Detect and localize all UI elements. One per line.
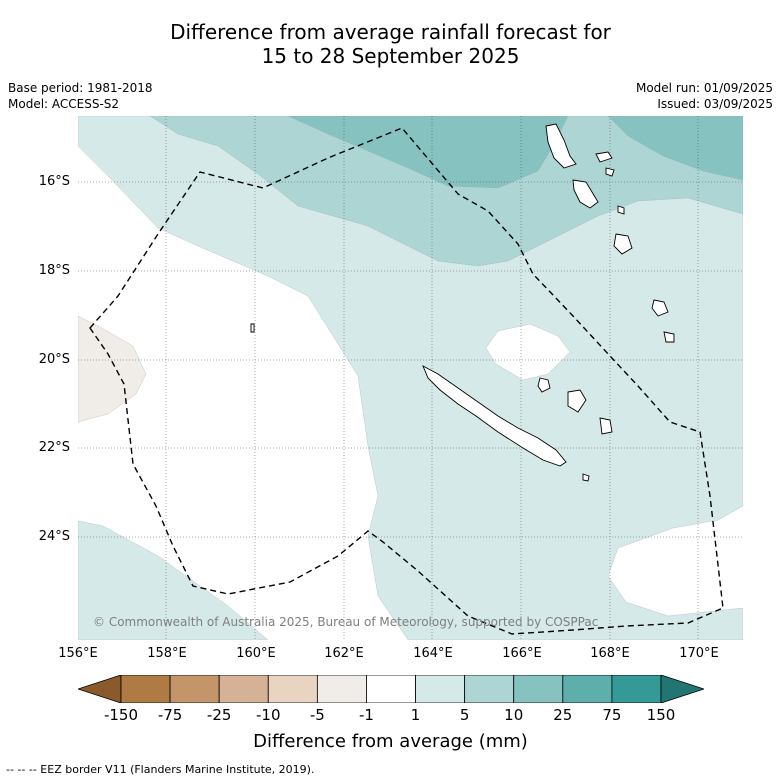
- colorbar-block: [218, 675, 269, 703]
- colorbar-block: [120, 675, 171, 703]
- base-period-text: Base period: 1981-2018: [8, 81, 153, 95]
- colorbar-block: [366, 675, 416, 703]
- lon-label-164e: 164°E: [413, 646, 453, 661]
- colorbar-tick-label: 150: [646, 706, 676, 724]
- colorbar-tick-label: 5: [459, 706, 470, 724]
- lon-label-166e: 166°E: [502, 646, 542, 661]
- loyalty-island-3: [599, 417, 613, 435]
- loyalty-island-1: [537, 377, 551, 393]
- contour-light-teal: [78, 116, 743, 640]
- eez-legend-note: -- -- -- EEZ border V11 (Flanders Marine…: [6, 763, 315, 776]
- vanuatu-island-7: [617, 205, 625, 215]
- lat-label-16s: 16°S: [38, 174, 70, 189]
- lat-label-24s: 24°S: [38, 529, 70, 544]
- colorbar-tick-label: -25: [206, 706, 232, 724]
- colorbar-tick-label: -1: [358, 706, 374, 724]
- colorbar-block: [611, 675, 662, 703]
- lon-label-170e: 170°E: [679, 646, 719, 661]
- contour-teal-east: [607, 116, 743, 181]
- title-line-2: 15 to 28 September 2025: [261, 44, 520, 68]
- colorbar: [78, 675, 704, 703]
- contour-medium-teal: [149, 116, 743, 267]
- map-title: Difference from average rainfall forecas…: [0, 20, 781, 68]
- vanuatu-malakula: [572, 179, 599, 209]
- lon-label-168e: 168°E: [590, 646, 630, 661]
- lat-label-22s: 22°S: [38, 440, 70, 455]
- colorbar-tick-label: -5: [309, 706, 325, 724]
- rainfall-map: © Commonwealth of Australia 2025, Bureau…: [78, 116, 743, 640]
- new-caledonia-island: [422, 365, 567, 467]
- lon-label-160e: 160°E: [236, 646, 276, 661]
- small-islet-1: [250, 323, 255, 333]
- issued-text: Issued: 03/09/2025: [657, 97, 773, 111]
- colorbar-block: [267, 675, 318, 703]
- eez-border: [89, 127, 724, 635]
- vanuatu-tanna: [663, 331, 675, 343]
- colorbar-block: [562, 675, 613, 703]
- vanuatu-erromango: [651, 299, 669, 317]
- vanuatu-efate: [613, 233, 633, 255]
- lon-label-162e: 162°E: [324, 646, 364, 661]
- colorbar-block: [415, 675, 466, 703]
- colorbar-tick-label: 75: [602, 706, 622, 724]
- isle-of-pines: [582, 473, 590, 482]
- colorbar-tick-label: -10: [256, 706, 281, 724]
- vanuatu-espiritu-santo: [545, 123, 577, 169]
- loyalty-island-2: [567, 389, 587, 413]
- contour-teal: [287, 116, 569, 189]
- coastlines: [250, 123, 675, 482]
- title-line-1: Difference from average rainfall forecas…: [170, 20, 611, 44]
- model-run-text: Model run: 01/09/2025: [635, 81, 773, 95]
- map-credit: © Commonwealth of Australia 2025, Bureau…: [93, 615, 598, 629]
- model-text: Model: ACCESS-S2: [8, 97, 120, 111]
- colorbar-tick-label: 25: [553, 706, 573, 724]
- contour-dry-patch: [78, 315, 147, 423]
- colorbar-title: Difference from average (mm): [253, 731, 528, 752]
- colorbar-tick-label: -75: [157, 706, 183, 724]
- colorbar-tick-label: 10: [504, 706, 524, 724]
- contour-white-patch: [485, 323, 571, 381]
- colorbar-block: [513, 675, 564, 703]
- colorbar-tick-label: -150: [103, 706, 139, 724]
- colorbar-block: [316, 675, 367, 703]
- colorbar-block: [169, 675, 220, 703]
- colorbar-tick-label: 1: [410, 706, 421, 724]
- vanuatu-island-8: [605, 167, 615, 177]
- lon-label-158e: 158°E: [147, 646, 187, 661]
- lat-label-20s: 20°S: [38, 352, 70, 367]
- colorbar-block: [464, 675, 515, 703]
- colorbar-arrow-high: [660, 675, 704, 703]
- colorbar-arrow-low: [78, 675, 122, 703]
- metadata-right: Model run: 01/09/2025 Issued: 03/09/2025: [636, 80, 773, 112]
- lon-label-156e: 156°E: [58, 646, 98, 661]
- lat-label-18s: 18°S: [38, 263, 70, 278]
- vanuatu-island-2: [595, 151, 613, 163]
- contour-southwest-teal: [78, 520, 269, 640]
- metadata-left: Base period: 1981-2018 Model: ACCESS-S2: [8, 80, 153, 112]
